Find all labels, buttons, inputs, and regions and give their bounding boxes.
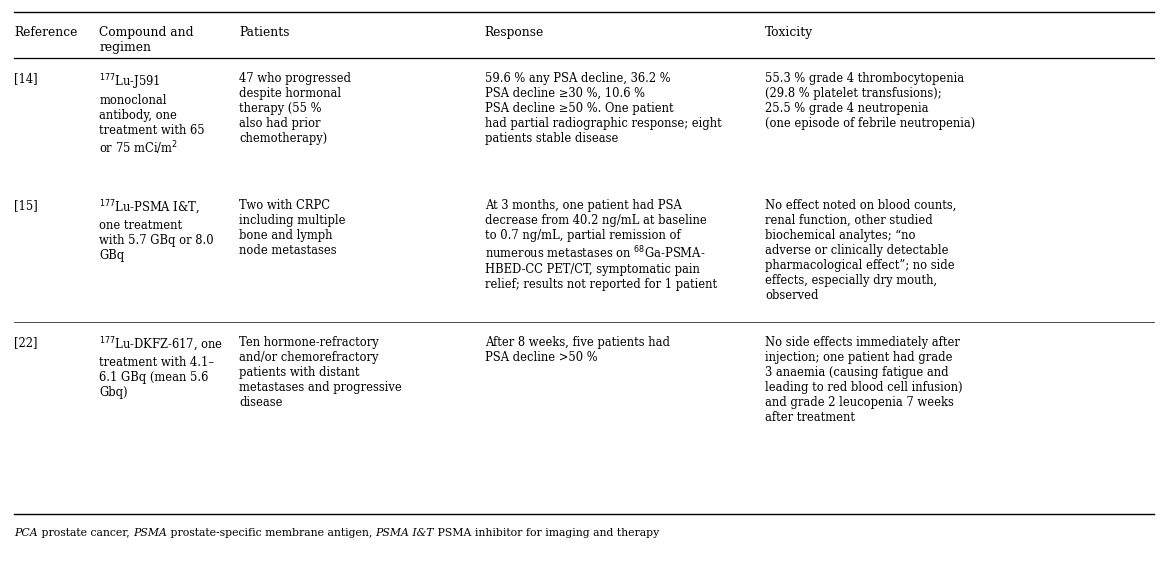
Text: After 8 weeks, five patients had
PSA decline >50 %: After 8 weeks, five patients had PSA dec… xyxy=(485,336,669,364)
Text: Reference: Reference xyxy=(14,26,77,39)
Text: No effect noted on blood counts,
renal function, other studied
biochemical analy: No effect noted on blood counts, renal f… xyxy=(765,199,957,302)
Text: 47 who progressed
despite hormonal
therapy (55 %
also had prior
chemotherapy): 47 who progressed despite hormonal thera… xyxy=(239,72,352,145)
Text: 59.6 % any PSA decline, 36.2 %
PSA decline ≥30 %, 10.6 %
PSA decline ≥50 %. One : 59.6 % any PSA decline, 36.2 % PSA decli… xyxy=(485,72,722,145)
Text: Toxicity: Toxicity xyxy=(765,26,813,39)
Text: PSMA inhibitor for imaging and therapy: PSMA inhibitor for imaging and therapy xyxy=(434,528,660,538)
Text: $^{177}$Lu-J591
monoclonal
antibody, one
treatment with 65
or 75 mCi/m$^{2}$: $^{177}$Lu-J591 monoclonal antibody, one… xyxy=(99,72,204,157)
Text: PCA: PCA xyxy=(14,528,37,538)
Text: PSMA: PSMA xyxy=(133,528,167,538)
Text: $^{177}$Lu-DKFZ-617, one
treatment with 4.1–
6.1 GBq (mean 5.6
Gbq): $^{177}$Lu-DKFZ-617, one treatment with … xyxy=(99,336,223,399)
Text: prostate-specific membrane antigen,: prostate-specific membrane antigen, xyxy=(167,528,376,538)
Text: Ten hormone-refractory
and/or chemorefractory
patients with distant
metastases a: Ten hormone-refractory and/or chemorefra… xyxy=(239,336,402,409)
Text: Two with CRPC
including multiple
bone and lymph
node metastases: Two with CRPC including multiple bone an… xyxy=(239,199,346,257)
Text: [15]: [15] xyxy=(14,199,37,212)
Text: At 3 months, one patient had PSA
decrease from 40.2 ng/mL at baseline
to 0.7 ng/: At 3 months, one patient had PSA decreas… xyxy=(485,199,717,292)
Text: Response: Response xyxy=(485,26,544,39)
Text: prostate cancer,: prostate cancer, xyxy=(37,528,133,538)
Text: [22]: [22] xyxy=(14,336,37,349)
Text: 55.3 % grade 4 thrombocytopenia
(29.8 % platelet transfusions);
25.5 % grade 4 n: 55.3 % grade 4 thrombocytopenia (29.8 % … xyxy=(765,72,975,130)
Text: Compound and
regimen: Compound and regimen xyxy=(99,26,194,54)
Text: $^{177}$Lu-PSMA I&T,
one treatment
with 5.7 GBq or 8.0
GBq: $^{177}$Lu-PSMA I&T, one treatment with … xyxy=(99,199,214,262)
Text: [14]: [14] xyxy=(14,72,37,85)
Text: PSMA I&T: PSMA I&T xyxy=(376,528,434,538)
Text: No side effects immediately after
injection; one patient had grade
3 anaemia (ca: No side effects immediately after inject… xyxy=(765,336,962,424)
Text: Patients: Patients xyxy=(239,26,290,39)
